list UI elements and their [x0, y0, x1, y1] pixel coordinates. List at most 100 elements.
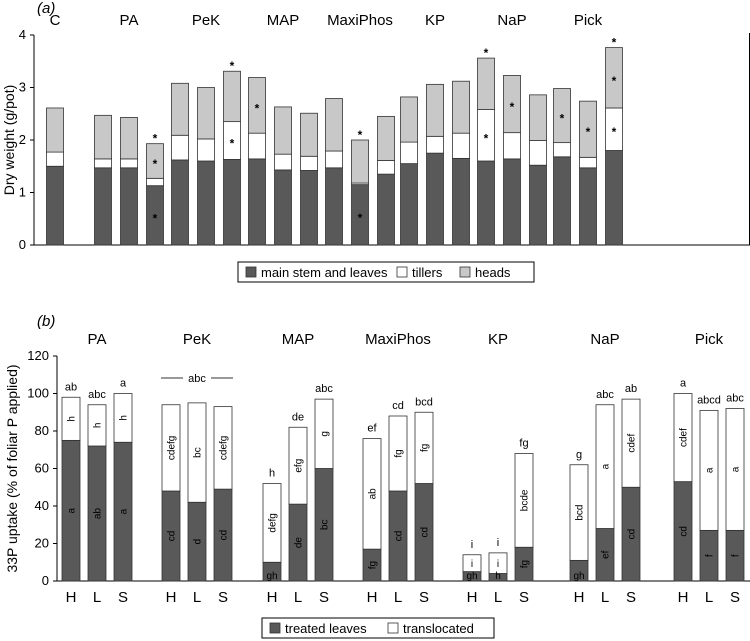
- bar-segment-translocated: [213, 406, 233, 490]
- treated-label: cd: [420, 527, 431, 538]
- bar-segment-translocated: [314, 398, 334, 469]
- bar-segment-translocated: [621, 398, 641, 488]
- bar-segment-translocated: [595, 404, 615, 529]
- treated-label: cd: [394, 531, 405, 542]
- y-tick-label: 80: [35, 423, 49, 438]
- bar-segment-heads: [377, 115, 395, 161]
- translocated-label: i: [471, 559, 473, 570]
- bar-segment-heads: [325, 98, 343, 152]
- bar-segment-tillers: [503, 132, 521, 160]
- bar-segment-translocated: [161, 404, 181, 492]
- bar-segment-translocated: [262, 483, 282, 563]
- bar-segment-heads: [146, 143, 164, 179]
- x-tick-label: L: [193, 589, 201, 606]
- treated-label: cd: [167, 531, 178, 542]
- treated-label: h: [495, 571, 501, 582]
- translocated-label: a: [601, 463, 612, 469]
- total-label: i: [497, 537, 499, 549]
- bar-segment-main: [553, 156, 571, 246]
- legend-swatch: [269, 622, 281, 634]
- bar-segment-translocated: [113, 393, 133, 443]
- bar-segment-tillers: [325, 150, 343, 169]
- panel-label: (b): [37, 313, 55, 330]
- translocated-label: fg: [420, 444, 431, 452]
- group-label: MaxiPhos: [365, 331, 431, 348]
- translocated-label: a: [731, 466, 742, 472]
- bar-segment-heads: [171, 82, 189, 136]
- significance-star: *: [230, 59, 235, 73]
- x-tick-label: S: [730, 589, 740, 606]
- legend-label: treated leaves: [285, 621, 367, 636]
- bar-segment-heads: [579, 100, 597, 158]
- legend-swatch: [396, 266, 408, 278]
- bar-segment-main: [400, 163, 418, 246]
- significance-star: *: [230, 137, 235, 151]
- significance-star: *: [560, 112, 565, 126]
- treated-label: f: [731, 554, 742, 557]
- bar-segment-heads: [248, 77, 266, 134]
- significance-star: *: [612, 125, 617, 139]
- y-axis-label: 33P uptake (% of foliar P applied): [4, 364, 20, 572]
- bar-segment-tillers: [46, 151, 64, 167]
- treated-label: gh: [466, 571, 477, 582]
- bar-segment-heads: [351, 139, 369, 184]
- x-tick-label: S: [626, 589, 636, 606]
- translocated-label: a: [705, 467, 716, 473]
- bar-segment-translocated: [187, 402, 207, 503]
- x-tick-label: H: [66, 589, 77, 606]
- bar-segment-main: [325, 167, 343, 246]
- x-tick-label: L: [394, 589, 402, 606]
- translocated-label: fg: [394, 449, 405, 457]
- group-label: MaxiPhos: [327, 12, 393, 29]
- bar-segment-main: [94, 167, 112, 246]
- bar-segment-heads: [452, 80, 470, 134]
- bar-segment-translocated: [514, 453, 534, 548]
- significance-star: *: [612, 36, 617, 50]
- bar-segment-translocated: [488, 552, 508, 574]
- x-tick-label: H: [678, 589, 689, 606]
- group-label: PeK: [192, 12, 220, 29]
- x-tick-label: L: [705, 589, 713, 606]
- total-label: cd: [392, 400, 404, 412]
- treated-label: gh: [266, 571, 277, 582]
- bar-segment-main: [248, 158, 266, 246]
- group-label: PeK: [183, 331, 211, 348]
- total-label: i: [471, 539, 473, 551]
- bar-segment-heads: [426, 83, 444, 137]
- bar-segment-translocated: [87, 404, 107, 447]
- bar-segment-main: [171, 159, 189, 246]
- bar-segment-translocated: [699, 409, 719, 531]
- group-label: C: [50, 12, 61, 29]
- panel-a: (a) 0 1 2 3 4 Dry weight (g/pot) C PA * * * PeK * * MAP…: [1, 0, 750, 283]
- translocated-label: cdef: [679, 428, 690, 447]
- group-label: KP: [488, 331, 508, 348]
- translocated-label: bcde: [520, 489, 531, 511]
- translocated-label: h: [119, 415, 130, 421]
- x-tick-label: H: [267, 589, 278, 606]
- bar-segment-tillers: [452, 132, 470, 159]
- y-tick-label: 4: [19, 27, 26, 42]
- significance-star: *: [612, 74, 617, 88]
- y-tick-label: 100: [27, 386, 49, 401]
- treated-label: cd: [627, 529, 638, 540]
- x-tick-label: S: [118, 589, 128, 606]
- total-label: ef: [367, 423, 377, 435]
- significance-star: *: [153, 132, 158, 146]
- bar-segment-heads: [400, 96, 418, 143]
- total-label: h: [269, 468, 275, 480]
- x-tick-label: L: [601, 589, 609, 606]
- translocated-label: bcd: [575, 505, 586, 521]
- bar-segment-main: [197, 160, 215, 246]
- x-tick-label: S: [519, 589, 529, 606]
- bar-segment-tillers: [300, 155, 318, 171]
- legend-a: main stem and leaves tillers heads: [237, 261, 535, 283]
- total-label: bcd: [415, 396, 433, 408]
- bar-segment-tillers: [146, 177, 164, 187]
- translocated-label: bc: [193, 447, 204, 458]
- legend-swatch: [245, 266, 257, 278]
- group-label: Pick: [574, 12, 603, 29]
- significance-star: *: [153, 211, 158, 225]
- significance-star: *: [358, 211, 363, 225]
- legend-label: translocated: [403, 621, 474, 636]
